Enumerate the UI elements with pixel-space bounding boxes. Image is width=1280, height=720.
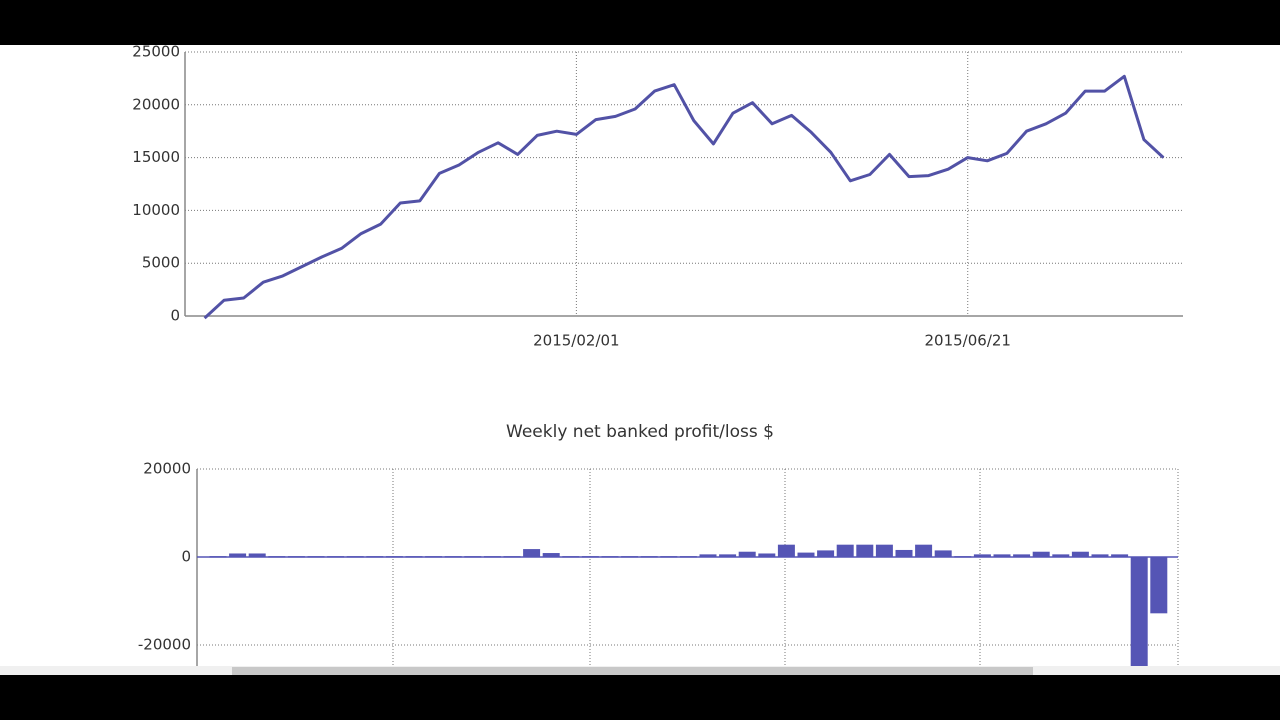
y-tick-label: 5000 xyxy=(142,254,180,272)
letterbox-top xyxy=(0,0,1280,45)
bar xyxy=(738,551,756,557)
bar xyxy=(719,554,737,557)
bar xyxy=(542,553,560,557)
bar xyxy=(836,544,854,557)
chart-title: Weekly net banked profit/loss $ xyxy=(506,422,774,442)
bar xyxy=(915,544,933,557)
bar xyxy=(1111,554,1129,557)
y-tick-label: 10000 xyxy=(132,201,180,219)
weekly-chart xyxy=(196,468,1179,668)
bar xyxy=(1052,554,1070,557)
bar xyxy=(973,554,991,557)
scrollbar-thumb[interactable] xyxy=(232,667,1033,675)
letterbox-bottom xyxy=(0,675,1280,720)
bar xyxy=(758,553,776,557)
bar xyxy=(895,549,913,557)
y-tick-label: 15000 xyxy=(132,148,180,166)
bar xyxy=(1091,554,1109,557)
x-tick-label: 2015/02/01 xyxy=(533,332,619,350)
bar xyxy=(993,554,1011,557)
bar xyxy=(856,544,874,557)
bar xyxy=(934,550,952,557)
bar xyxy=(523,549,541,557)
y-tick-label: 0 xyxy=(181,548,191,566)
bar xyxy=(1071,551,1089,557)
bar xyxy=(699,554,717,557)
x-tick-label: 2015/06/21 xyxy=(925,332,1011,350)
bar xyxy=(248,553,266,557)
y-tick-label: 20000 xyxy=(143,460,191,478)
bar xyxy=(797,552,815,557)
equity-line xyxy=(203,74,1165,320)
bar xyxy=(1013,554,1031,557)
y-tick-label: 0 xyxy=(170,307,180,325)
bar xyxy=(1032,551,1050,557)
y-tick-label: 20000 xyxy=(132,95,180,113)
y-tick-label: 25000 xyxy=(132,43,180,61)
bar xyxy=(817,550,835,557)
equity-chart xyxy=(184,51,1183,320)
bar xyxy=(875,544,893,557)
bar xyxy=(1150,557,1168,614)
bar xyxy=(1130,557,1148,668)
bar xyxy=(777,544,795,557)
bar xyxy=(229,553,247,557)
y-tick-label: -20000 xyxy=(138,636,191,654)
